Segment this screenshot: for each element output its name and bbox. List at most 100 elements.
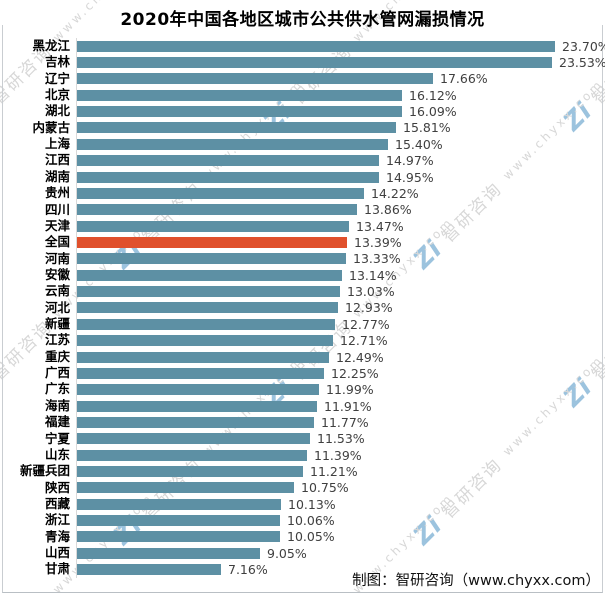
bar-rows: 黑龙江 23.70% 吉林 23.53% 辽宁 17.66% 北京 16.12%…	[4, 37, 605, 578]
region-label: 浙江	[44, 512, 70, 528]
bar-row: 云南 13.03%	[4, 283, 601, 300]
bar-row: 河北 12.93%	[4, 299, 601, 317]
bar	[77, 531, 280, 543]
bar	[77, 204, 357, 216]
region-label: 云南	[44, 283, 70, 299]
bar-track: 12.49%	[76, 348, 601, 366]
bar-row: 宁夏 11.53%	[4, 430, 601, 447]
bar-track: 9.05%	[76, 545, 601, 562]
region-label: 河南	[44, 250, 70, 266]
bar-track: 13.86%	[76, 201, 601, 218]
value-label: 12.77%	[342, 316, 390, 332]
bar-track: 10.06%	[76, 512, 601, 529]
region-label: 福建	[44, 414, 70, 430]
bar	[77, 351, 329, 363]
bar	[77, 367, 324, 379]
value-label: 13.14%	[349, 267, 397, 283]
bar-track: 10.05%	[76, 528, 601, 546]
bar-row: 湖南 14.95%	[4, 168, 601, 186]
region-label: 陕西	[44, 479, 70, 495]
value-label: 15.40%	[395, 136, 443, 152]
chart-frame	[2, 25, 603, 593]
bar-row: 新疆兵团 11.21%	[4, 463, 601, 480]
bar	[77, 286, 340, 298]
bar-track: 12.71%	[76, 332, 601, 349]
bar-track: 12.93%	[76, 299, 601, 317]
bar-track: 11.99%	[76, 381, 601, 398]
bar	[77, 122, 396, 134]
region-label: 辽宁	[44, 70, 70, 86]
value-label: 14.97%	[386, 153, 434, 169]
bar-row: 江西 14.97%	[4, 152, 601, 169]
region-label: 新疆	[44, 316, 70, 332]
value-label: 9.05%	[267, 545, 307, 561]
region-label: 新疆兵团	[19, 463, 70, 479]
value-label: 16.12%	[409, 87, 457, 103]
bar	[77, 236, 347, 248]
bar-track: 17.66%	[76, 70, 601, 88]
footer-credit: 制图：智研咨询（www.chyxx.com）	[352, 573, 600, 589]
value-label: 12.49%	[336, 349, 384, 365]
bar-track: 11.91%	[76, 397, 601, 415]
region-label: 江西	[44, 152, 70, 168]
bar-row: 安徽 13.14%	[4, 267, 601, 284]
bar	[77, 433, 310, 445]
bar-row: 浙江 10.06%	[4, 512, 601, 529]
region-label: 西藏	[44, 495, 70, 511]
region-label: 北京	[44, 87, 70, 102]
bar	[77, 171, 379, 183]
value-label: 11.21%	[310, 464, 358, 480]
bar-track: 15.81%	[76, 119, 601, 137]
bar	[77, 155, 379, 167]
region-label: 贵州	[44, 185, 70, 201]
bar	[77, 400, 317, 412]
chart-title: 2020年中国各地区城市公共供水管网漏损情况	[120, 10, 485, 30]
value-label: 23.70%	[562, 38, 605, 54]
region-label: 全国	[44, 234, 70, 250]
region-label: 吉林	[44, 54, 70, 70]
bar	[77, 564, 221, 576]
bar	[77, 547, 260, 559]
bar-track: 11.39%	[76, 446, 601, 464]
bar-track: 14.95%	[76, 168, 601, 186]
bar-track: 11.53%	[76, 430, 601, 447]
bar	[77, 482, 294, 494]
bar	[77, 73, 433, 85]
bar	[77, 57, 552, 69]
value-label: 10.06%	[287, 513, 335, 529]
value-label: 13.33%	[353, 251, 401, 267]
bar-track: 13.03%	[76, 283, 601, 300]
region-label: 甘肃	[44, 561, 70, 577]
bar-track: 23.53%	[76, 54, 605, 71]
bar	[77, 466, 303, 478]
bar-track: 12.25%	[76, 365, 601, 382]
region-label: 天津	[44, 217, 70, 233]
bar-row: 辽宁 17.66%	[4, 70, 601, 88]
bar-row: 北京 16.12%	[4, 87, 601, 104]
bar-row: 福建 11.77%	[4, 414, 601, 431]
bar	[77, 498, 281, 510]
region-label: 黑龙江	[32, 37, 70, 53]
value-label: 12.93%	[345, 300, 393, 316]
bar-track: 11.77%	[76, 414, 601, 431]
bar-row: 吉林 23.53%	[4, 54, 605, 71]
bar	[77, 318, 335, 330]
bar-row: 内蒙古 15.81%	[4, 119, 601, 137]
value-label: 13.39%	[354, 234, 402, 250]
bar-row: 江苏 12.71%	[4, 332, 601, 349]
bar-track: 13.47%	[76, 217, 601, 235]
bar	[77, 384, 319, 396]
value-label: 12.25%	[331, 365, 379, 381]
bar	[77, 40, 555, 52]
bar-track: 13.39%	[76, 234, 601, 251]
bar-row: 新疆 12.77%	[4, 316, 601, 333]
bar-row: 山西 9.05%	[4, 545, 601, 562]
bar-track: 10.75%	[76, 479, 601, 497]
bar-track: 14.97%	[76, 152, 601, 169]
value-label: 17.66%	[440, 71, 488, 87]
bar	[77, 269, 342, 281]
bar	[77, 449, 307, 461]
bar-track: 23.70%	[76, 38, 605, 55]
value-label: 11.77%	[321, 414, 369, 430]
